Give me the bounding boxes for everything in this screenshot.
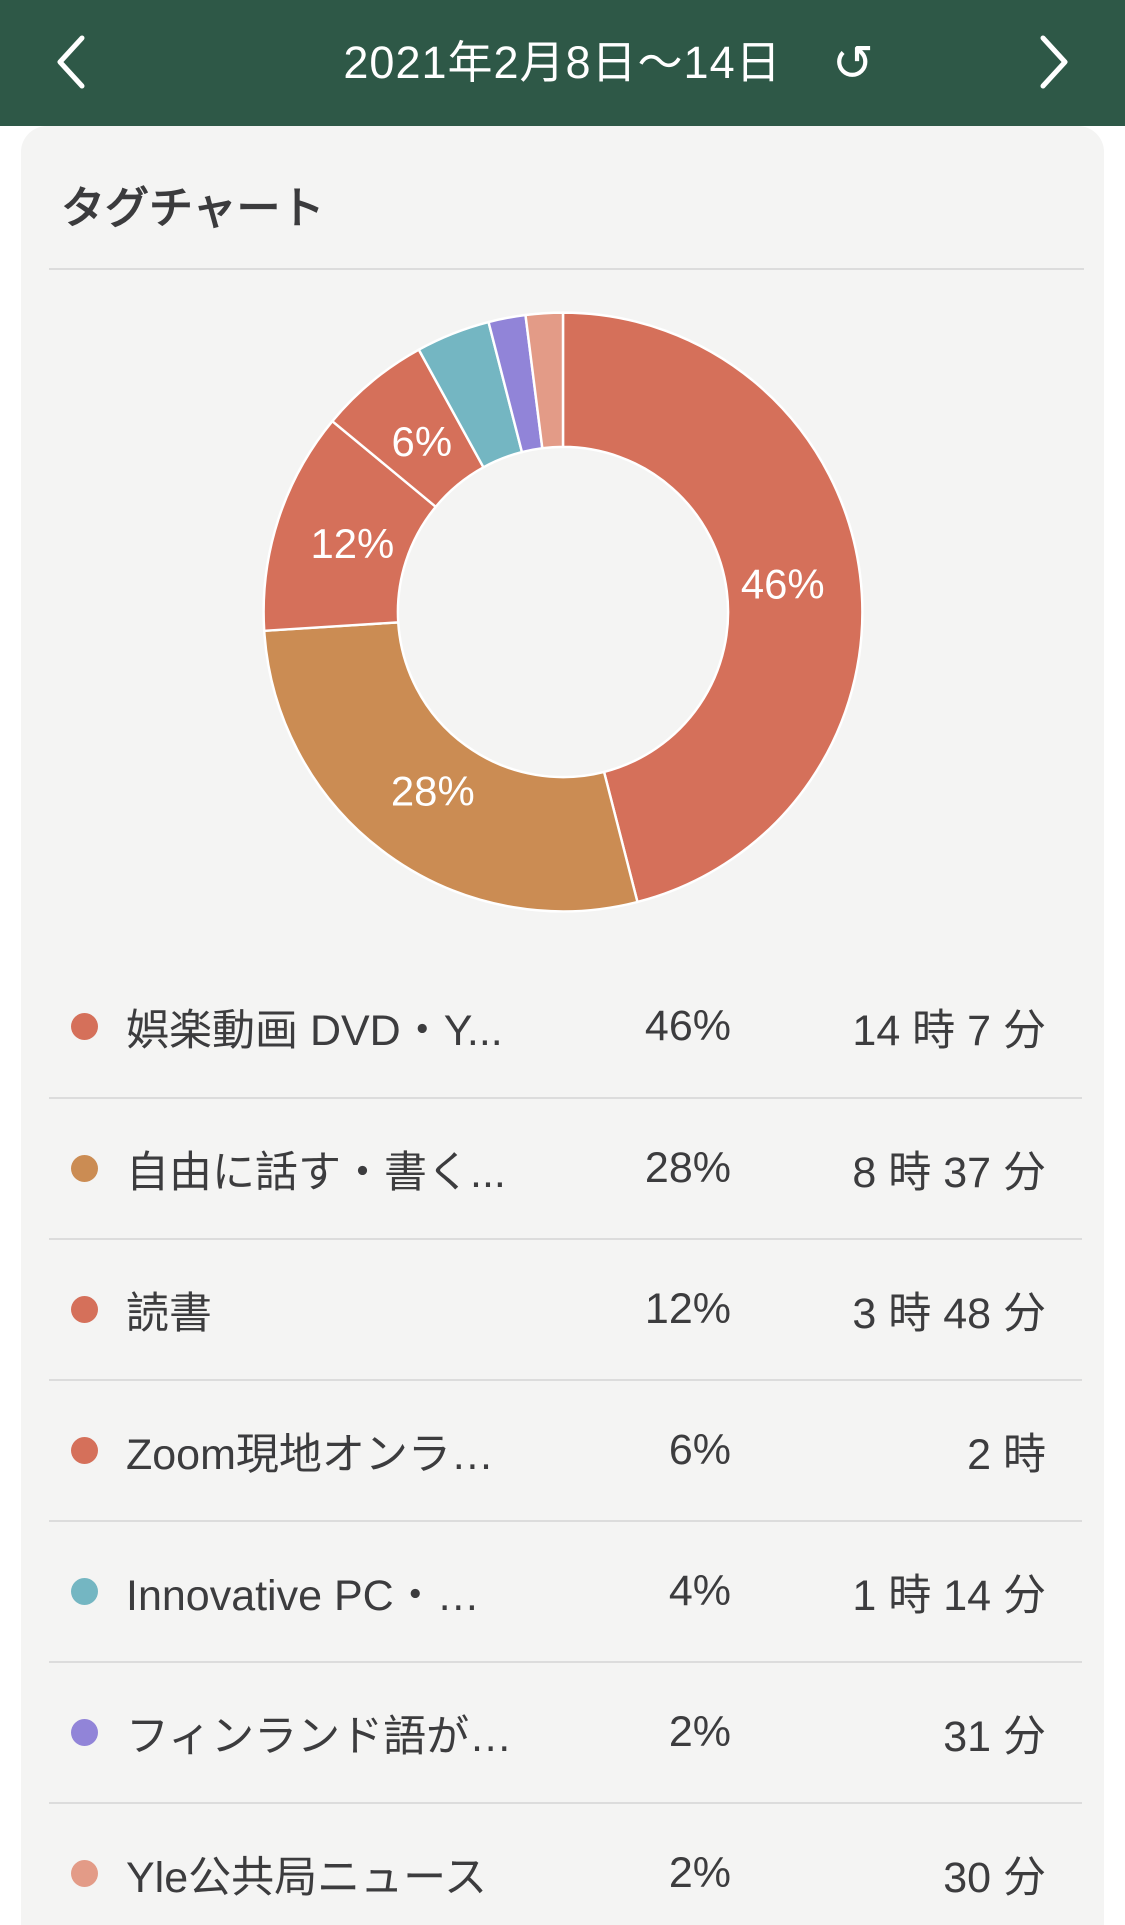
header: 2021年2月8日〜14日 ↺	[0, 0, 1125, 126]
donut-chart-wrap: 46% 28% 12% 6%	[21, 304, 1104, 920]
legend-label: フィンランド語が…	[126, 1712, 513, 1761]
legend-time: 3 時 48 分	[852, 1289, 1046, 1338]
donut-segment-label: 46%	[740, 561, 824, 608]
legend-row[interactable]: 自由に話す・書く... 28% 8 時 37 分	[49, 1097, 1082, 1238]
legend-time: 31 分	[943, 1712, 1046, 1761]
legend-percent: 2%	[668, 1849, 731, 1897]
legend-percent: 28%	[644, 1144, 731, 1192]
undo-icon: ↺	[832, 34, 874, 92]
title-divider	[49, 268, 1084, 270]
legend-row[interactable]: Innovative PC・… 4% 1 時 14 分	[49, 1520, 1082, 1661]
legend-row[interactable]: フィンランド語が… 2% 31 分	[49, 1661, 1082, 1802]
legend-color-dot	[71, 1437, 98, 1464]
legend-time: 30 分	[943, 1853, 1046, 1902]
prev-week-button[interactable]	[16, 0, 126, 126]
legend-label: Innovative PC・…	[126, 1571, 480, 1620]
legend-label: Yle公共局ニュース	[126, 1853, 487, 1902]
legend-label: 読書	[126, 1289, 212, 1338]
legend-row[interactable]: 読書 12% 3 時 48 分	[49, 1238, 1082, 1379]
legend-percent: 46%	[644, 1002, 731, 1050]
donut-chart: 46% 28% 12% 6%	[261, 311, 864, 913]
donut-segment	[523, 311, 564, 450]
legend-time: 14 時 7 分	[852, 1006, 1046, 1055]
undo-button[interactable]: ↺	[808, 0, 898, 126]
donut-segment	[262, 621, 639, 913]
legend-color-dot	[71, 1578, 98, 1605]
legend-percent: 2%	[668, 1708, 731, 1756]
legend-time: 2 時	[967, 1430, 1046, 1479]
donut-segment-label: 12%	[310, 520, 394, 567]
legend-time: 8 時 37 分	[852, 1148, 1046, 1197]
chevron-right-icon	[1034, 31, 1074, 96]
legend-label: 自由に話す・書く...	[126, 1148, 506, 1197]
legend-percent: 4%	[668, 1567, 731, 1615]
card-title: タグチャート	[61, 184, 325, 233]
legend-color-dot	[71, 1013, 98, 1040]
legend-label: 娯楽動画 DVD・Y...	[126, 1006, 503, 1055]
page-title: 2021年2月8日〜14日	[343, 37, 782, 88]
legend-row[interactable]: Zoom現地オンラ… 6% 2 時	[49, 1379, 1082, 1520]
legend-list: 娯楽動画 DVD・Y... 46% 14 時 7 分 自由に話す・書く... 2…	[49, 956, 1082, 1925]
legend-label: Zoom現地オンラ…	[126, 1430, 494, 1479]
legend-percent: 6%	[668, 1426, 731, 1474]
legend-color-dot	[71, 1296, 98, 1323]
next-week-button[interactable]	[999, 0, 1109, 126]
legend-color-dot	[71, 1719, 98, 1746]
donut-segment	[561, 311, 864, 904]
legend-time: 1 時 14 分	[852, 1571, 1046, 1620]
chevron-left-icon	[51, 31, 91, 96]
donut-segment-label: 6%	[391, 418, 452, 465]
legend-row[interactable]: Yle公共局ニュース 2% 30 分	[49, 1802, 1082, 1925]
legend-color-dot	[71, 1860, 98, 1887]
legend-percent: 12%	[644, 1285, 731, 1333]
donut-segment-label: 28%	[390, 768, 474, 815]
tag-chart-card: タグチャート 46% 28% 12% 6% 娯楽動画 DVD・Y... 46% 14 …	[21, 126, 1104, 1925]
legend-color-dot	[71, 1155, 98, 1182]
legend-row[interactable]: 娯楽動画 DVD・Y... 46% 14 時 7 分	[49, 956, 1082, 1097]
